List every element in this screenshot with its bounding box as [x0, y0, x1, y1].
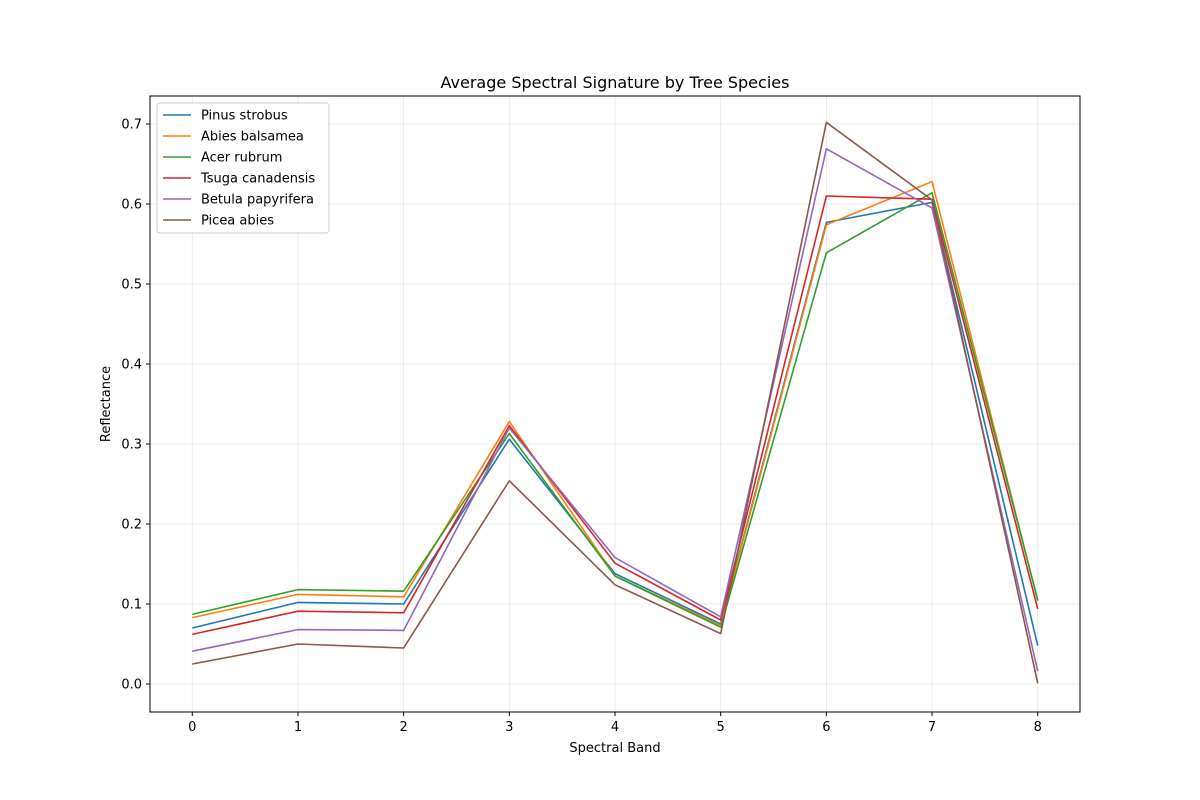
x-tick-label: 4 — [611, 720, 619, 735]
legend-label-tsuga-canadensis: Tsuga canadensis — [200, 172, 315, 187]
series-line-tsuga-canadensis — [192, 195, 1039, 636]
x-tick-label: 1 — [294, 720, 302, 735]
x-tick-label: 5 — [717, 720, 725, 735]
axis-ticks: 0 1 2 3 4 5 6 7 8 0.0 0.1 0.2 0.3 0.4 0.5 0.6 0.7 — [121, 118, 1042, 736]
series-line-picea-abies — [192, 121, 1039, 684]
legend-label-pinus-strobus: Pinus strobus — [201, 109, 288, 124]
y-tick-label: 0.6 — [121, 198, 142, 213]
series-line-pinus-strobus — [192, 201, 1039, 646]
legend-label-abies-balsamea: Abies balsamea — [201, 130, 304, 145]
y-tick-label: 0.2 — [121, 518, 142, 533]
y-tick-label: 0.7 — [121, 118, 142, 133]
y-tick-label: 0.3 — [121, 438, 142, 453]
series-line-betula-papyrifera — [192, 148, 1039, 672]
series-line-acer-rubrum — [192, 192, 1039, 629]
x-tick-label: 3 — [505, 720, 513, 735]
legend-label-acer-rubrum: Acer rubrum — [201, 151, 282, 166]
x-axis-label: Spectral Band — [569, 741, 660, 756]
legend-label-picea-abies: Picea abies — [201, 214, 274, 229]
y-tick-label: 0.0 — [121, 678, 142, 693]
y-tick-label: 0.1 — [121, 598, 142, 613]
x-tick-label: 7 — [928, 720, 936, 735]
y-axis-label: Reflectance — [99, 366, 114, 442]
chart-title: Average Spectral Signature by Tree Speci… — [441, 73, 790, 92]
x-tick-label: 6 — [822, 720, 830, 735]
y-tick-label: 0.5 — [121, 278, 142, 293]
legend-label-betula-papyrifera: Betula papyrifera — [201, 193, 314, 208]
x-tick-label: 0 — [188, 720, 196, 735]
x-tick-label: 2 — [399, 720, 407, 735]
series-lines — [192, 121, 1039, 684]
x-tick-label: 8 — [1034, 720, 1042, 735]
y-tick-label: 0.4 — [121, 358, 142, 373]
legend-box — [156, 102, 330, 234]
legend: Pinus strobus Abies balsamea Acer rubrum Ts… — [156, 102, 330, 234]
